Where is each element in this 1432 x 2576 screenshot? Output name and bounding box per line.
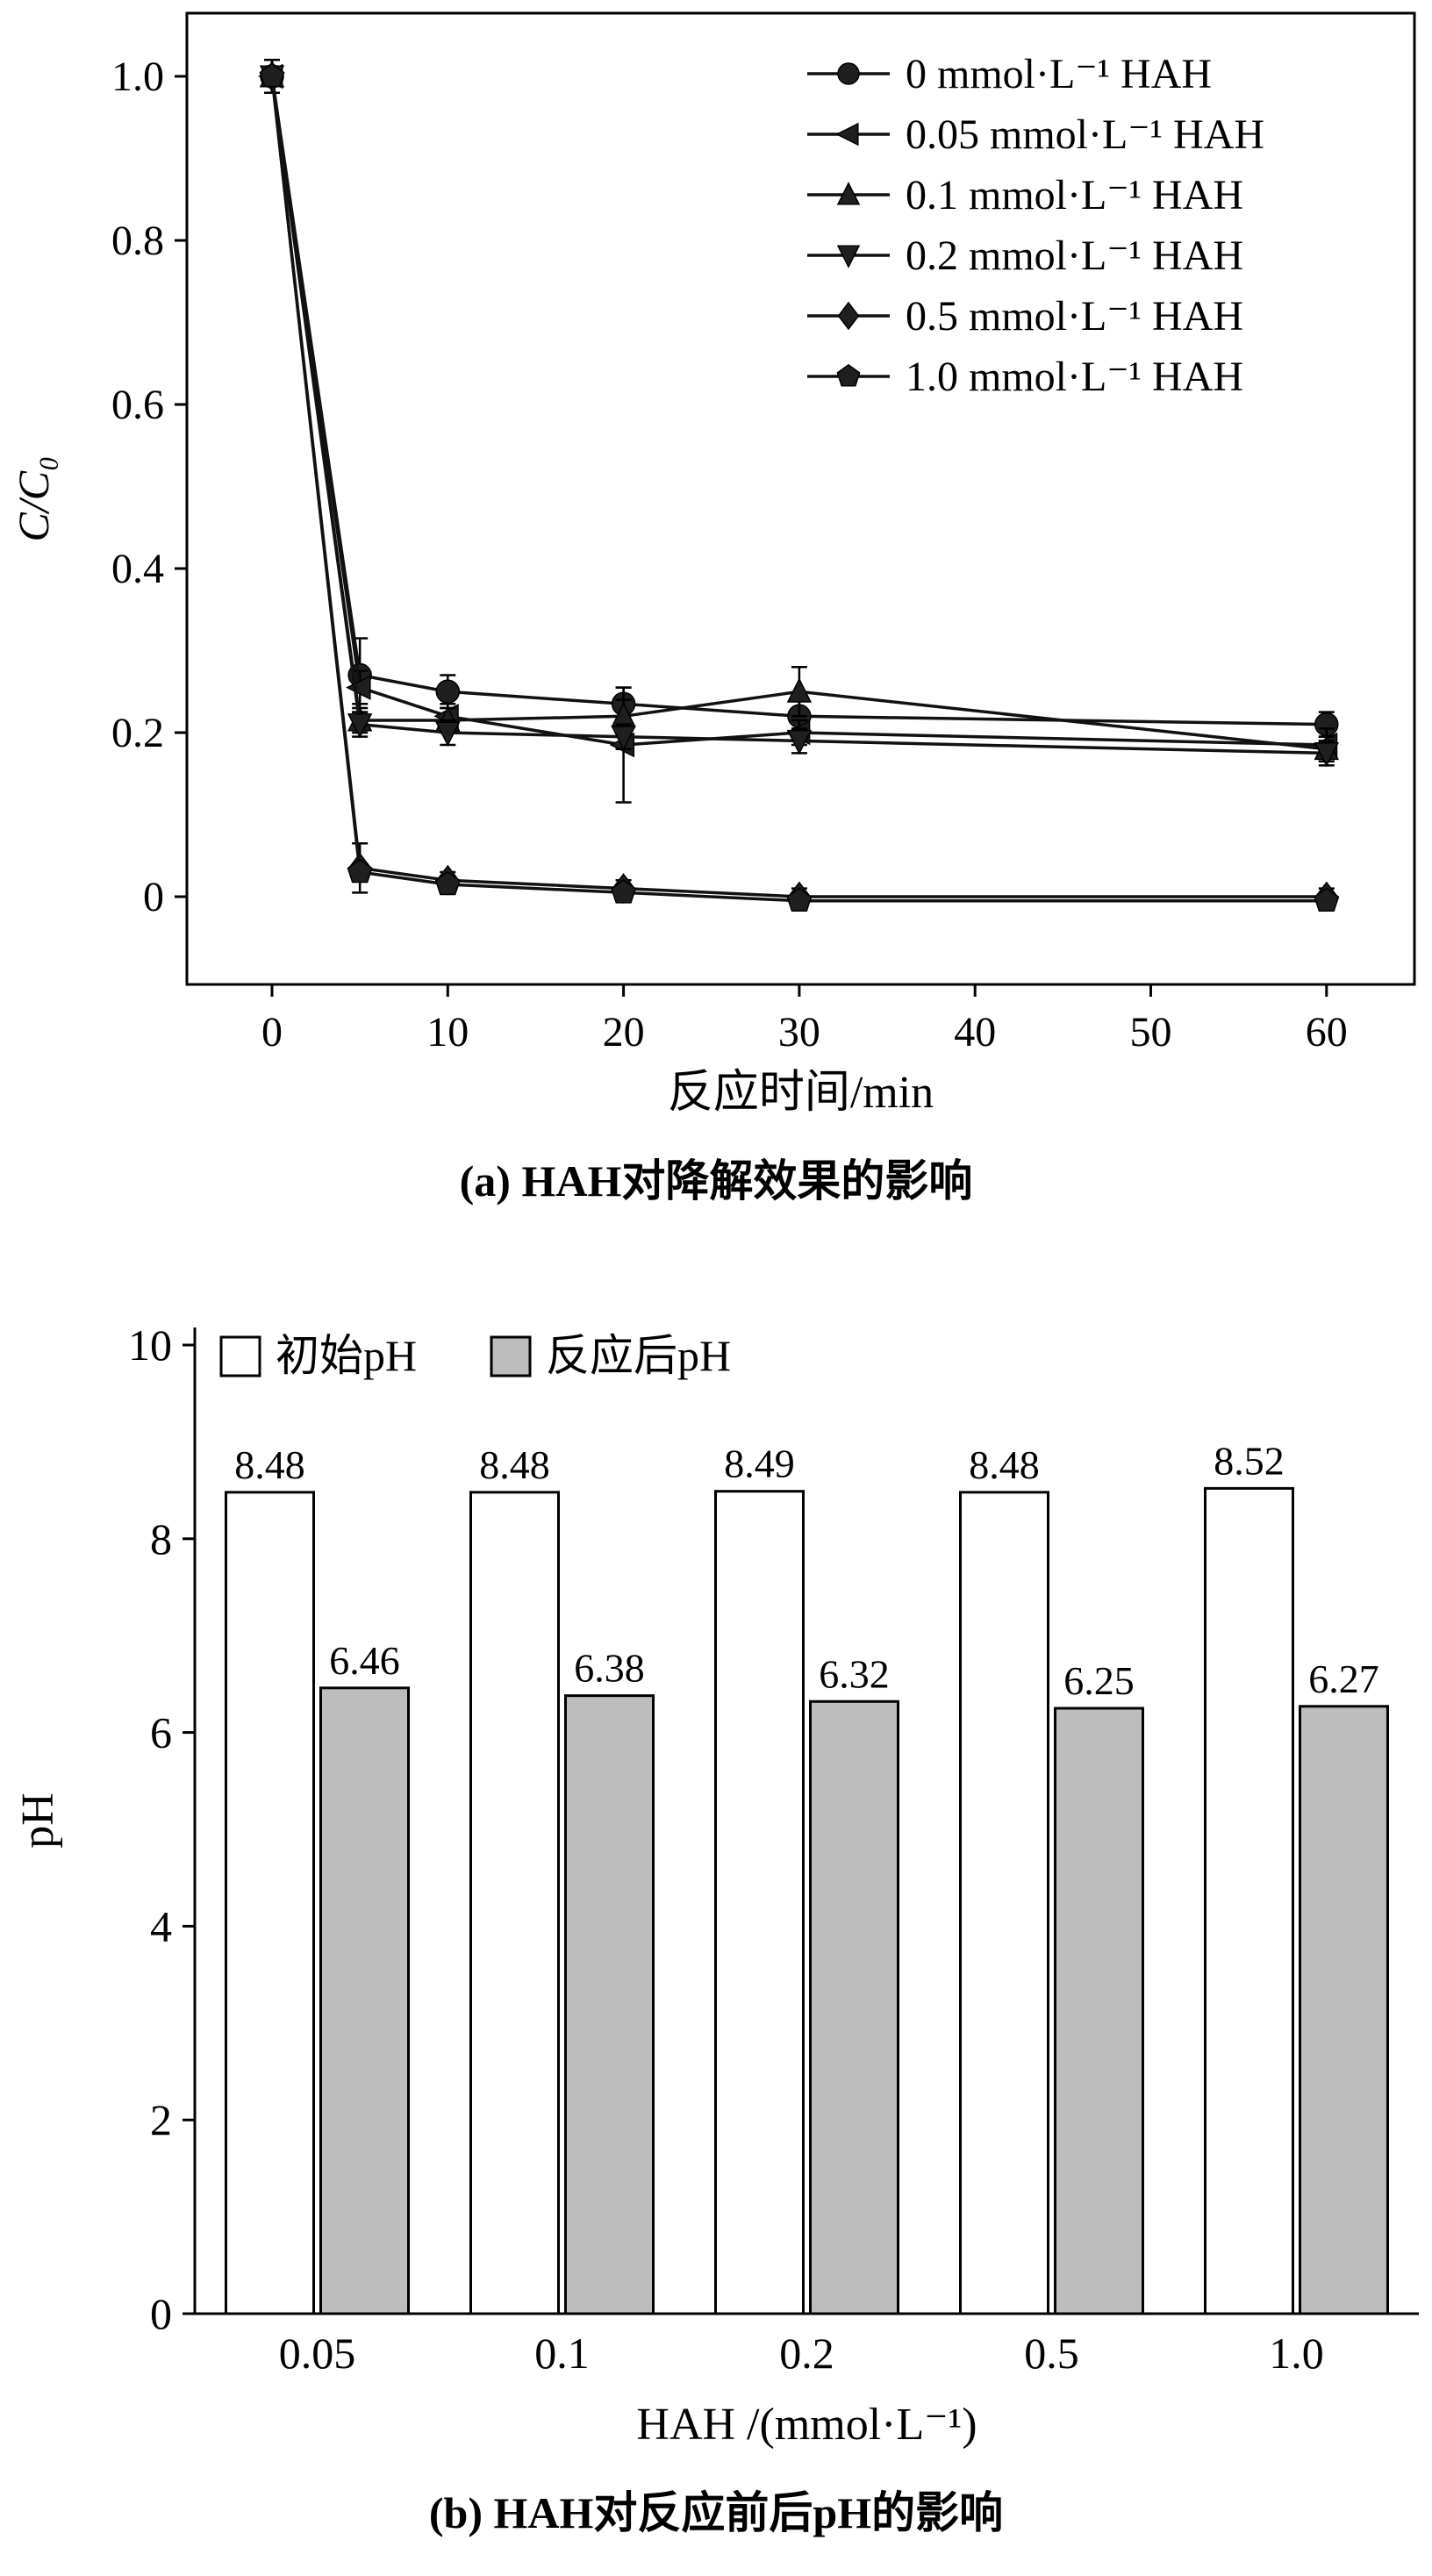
x-tick-label: 0.05: [279, 2329, 356, 2378]
bar-initial-ph: [714, 1490, 805, 2315]
triangle-left-marker-icon: [835, 122, 859, 147]
series-line: [270, 75, 1327, 747]
y-axis-title: C/C₀: [9, 456, 58, 542]
bar-value-label: 8.48: [234, 1442, 305, 1487]
triangle-down-marker-icon: [611, 726, 636, 751]
diamond-marker-icon: [837, 301, 860, 331]
x-tick-label: 20: [603, 1009, 645, 1055]
legend-label: 0.05 mmol·L⁻¹ HAH: [906, 111, 1264, 158]
legend-swatch-after-ph: [490, 1335, 532, 1377]
line-chart: 0 10 20 30 40 50 60 反应时间/min 0 0.2 0.4 0.6 0.8 1.0 C/C…: [9, 11, 1416, 1118]
legend-label: 0.1 mmol·L⁻¹ HAH: [906, 172, 1243, 218]
y-axis: 0 0.2 0.4 0.6 0.8 1.0: [111, 54, 187, 920]
pentagon-marker-icon: [611, 879, 637, 904]
y-axis-title: pH: [13, 1792, 63, 1849]
legend-swatch-initial-ph: [219, 1335, 261, 1377]
y-tick-label: 0.6: [111, 382, 164, 428]
pentagon-marker-icon: [259, 62, 285, 88]
bar-value-label: 6.25: [1063, 1658, 1135, 1703]
x-tick-label: 0.1: [534, 2329, 590, 2378]
bar-value-label: 6.46: [329, 1638, 400, 1683]
legend-label: 0 mmol·L⁻¹ HAH: [906, 51, 1212, 97]
y-tick-label: 1.0: [111, 54, 164, 100]
x-tick-label: 1.0: [1269, 2329, 1324, 2378]
y-tick-label: 0.2: [111, 710, 164, 756]
y-tick-label: 0: [143, 874, 164, 920]
series-triangle-down: [259, 59, 1340, 768]
y-tick-label: 4: [150, 1901, 172, 1950]
circle-marker-icon: [435, 679, 461, 704]
bar-value-label: 6.38: [574, 1646, 645, 1691]
x-tick-label: 0.5: [1024, 2329, 1079, 2378]
y-tick-label: 0: [150, 2289, 172, 2338]
bar-after-ph: [1299, 1705, 1389, 2315]
bar-chart: 0 2 4 6 8 10 pH 8.48 6.46 0.05 8.48 6.38 0.1 8.49 6.32…: [13, 1320, 1419, 2450]
panel-a: 0 10 20 30 40 50 60 反应时间/min 0 0.2 0.4 0.6 0.8 1.0 C/C…: [0, 0, 1432, 1209]
y-tick-label: 10: [128, 1320, 172, 1370]
bar-initial-ph: [959, 1491, 1049, 2315]
plot-frame: [185, 11, 1416, 986]
legend-label: 1.0 mmol·L⁻¹ HAH: [906, 354, 1243, 400]
series-line: [270, 75, 1327, 903]
series-triangle-up: [259, 59, 1340, 762]
bar-value-label: 6.27: [1308, 1657, 1379, 1701]
legend-label: 反应后pH: [546, 1331, 731, 1380]
pentagon-marker-icon: [434, 870, 461, 896]
x-tick-label: 30: [778, 1009, 820, 1055]
y-tick-label: 6: [150, 1708, 172, 1757]
y-tick-label: 0.4: [111, 546, 164, 592]
panel-b: 0 2 4 6 8 10 pH 8.48 6.46 0.05 8.48 6.38 0.1 8.49 6.32…: [0, 1244, 1432, 2541]
y-tick-label: 0.8: [111, 218, 164, 264]
bar-after-ph: [319, 1686, 410, 2315]
bar-value-label: 8.48: [969, 1442, 1040, 1487]
legend-label: 0.5 mmol·L⁻¹ HAH: [906, 293, 1243, 340]
bar-value-label: 8.48: [479, 1442, 550, 1487]
x-tick-label: 50: [1130, 1009, 1172, 1055]
x-tick-label: 40: [954, 1009, 996, 1055]
legend-label: 0.2 mmol·L⁻¹ HAH: [906, 233, 1243, 279]
legend: 初始pH 反应后pH: [219, 1331, 731, 1380]
x-tick-label: 60: [1306, 1009, 1348, 1055]
triangle-left-marker-icon: [346, 675, 371, 700]
bar-initial-ph: [1204, 1486, 1294, 2315]
triangle-down-marker-icon: [786, 729, 813, 755]
x-tick-label: 0.2: [779, 2329, 834, 2378]
bar-after-ph: [809, 1699, 899, 2315]
triangle-down-marker-icon: [435, 721, 461, 747]
caption-a: (a) HAH对降解效果的影响: [459, 1156, 973, 1206]
triangle-up-marker-icon: [786, 677, 813, 703]
y-tick-label: 2: [150, 2095, 172, 2144]
bar-initial-ph: [225, 1491, 315, 2315]
x-axis: 0 10 20 30 40 50 60: [261, 984, 1348, 1055]
x-axis-title: HAH /(mmol·L⁻¹): [636, 2400, 977, 2450]
circle-marker-icon: [837, 62, 860, 85]
pentagon-marker-icon: [836, 363, 861, 387]
bar-value-label: 6.32: [819, 1651, 890, 1696]
triangle-down-marker-icon: [836, 245, 861, 268]
legend-label: 初始pH: [276, 1331, 417, 1380]
series-line: [270, 75, 1327, 755]
bar-after-ph: [564, 1694, 655, 2315]
pentagon-marker-icon: [786, 887, 813, 912]
x-tick-label: 10: [426, 1009, 469, 1055]
x-tick-label: 0: [261, 1009, 283, 1055]
bar-initial-ph: [469, 1491, 560, 2315]
triangle-up-marker-icon: [836, 182, 861, 205]
y-tick-label: 8: [150, 1514, 172, 1563]
legend: 0 mmol·L⁻¹ HAH 0.05 mmol·L⁻¹ HAH 0.1 mmol·…: [807, 51, 1264, 400]
caption-b: (b) HAH对反应前后pH的影响: [428, 2488, 1004, 2537]
bar-value-label: 8.49: [724, 1442, 795, 1486]
bar-value-label: 8.52: [1214, 1438, 1285, 1483]
triangle-down-marker-icon: [1314, 741, 1340, 768]
x-axis-title: 反应时间/min: [668, 1068, 934, 1118]
pentagon-marker-icon: [347, 858, 373, 884]
bar-after-ph: [1054, 1707, 1144, 2315]
pentagon-marker-icon: [1314, 887, 1340, 912]
triangle-down-marker-icon: [347, 713, 373, 739]
series-pentagon: [259, 59, 1340, 912]
